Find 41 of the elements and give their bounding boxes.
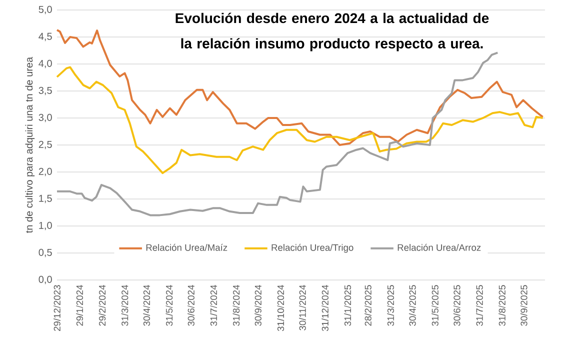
x-tick-label: 30/6/2024 (188, 284, 194, 326)
x-tick-label: 31/12/2024 (322, 284, 328, 332)
x-tick-label: 31/3/2024 (121, 284, 128, 326)
legend-label: Relación Urea/Maíz (146, 244, 228, 251)
y-tick-label: 3,0 (38, 114, 52, 122)
x-tick-label: 29/2/2024 (98, 284, 106, 326)
line-series (56, 28, 544, 146)
y-tick-label: 0,0 (38, 276, 52, 284)
text: Evolución desde enero 2024 a la actualidad de la relación insumo producto respecto a urea. (176, 12, 489, 52)
x-tick-label: 30/6/2025 (453, 285, 460, 326)
y-tick-label: 1,0 (39, 222, 52, 230)
x-tick-label: 31/5/2024 (166, 284, 173, 326)
x-tick-label: 31/7/2025 (476, 285, 483, 326)
x-tick-label: 31/5/2025 (432, 285, 438, 326)
y-tick-label: 4,0 (38, 60, 52, 68)
y-tick-label: 2,0 (38, 168, 52, 176)
y-tick-label: 3,5 (38, 86, 52, 96)
x-tick-label: 29/12/2023 (54, 285, 60, 331)
x-tick-label: 31/7/2024 (210, 284, 218, 326)
x-tick-label: 30/4/2024 (143, 284, 150, 326)
y-axis-title: tn de cultivo para adquiri una tn de urea (25, 56, 35, 233)
y-tick-label: 1,5 (39, 194, 52, 204)
x-tick-label: 31/10/2024 (277, 284, 284, 332)
line-series (56, 52, 499, 216)
x-tick-label: 28/2/2025 (364, 285, 372, 326)
y-tick-label: 0,5 (38, 248, 52, 258)
x-tick-label: 29/1/2024 (76, 284, 83, 326)
x-tick-label: 31/3/2025 (387, 285, 394, 326)
y-tick-label: 4,5 (38, 32, 52, 42)
x-tick-label: 31/8/2025 (498, 285, 506, 326)
y-tick-label: 2,5 (38, 140, 52, 150)
x-tick-label: 30/11/2024 (299, 284, 306, 330)
x-tick-label: 30/4/2025 (409, 285, 416, 326)
y-tick-label: 5,0 (38, 6, 52, 14)
legend-label: Relación Urea/Arroz (398, 244, 481, 251)
x-tick-label: 31/1/2025 (344, 285, 352, 326)
line-series (56, 66, 544, 174)
legend-label: Relación Urea/Trigo (272, 244, 354, 253)
x-tick-label: 31/8/2024 (232, 284, 240, 326)
x-tick-label: 30/9/2025 (520, 285, 528, 326)
x-tick-label: 30/9/2024 (254, 284, 262, 326)
